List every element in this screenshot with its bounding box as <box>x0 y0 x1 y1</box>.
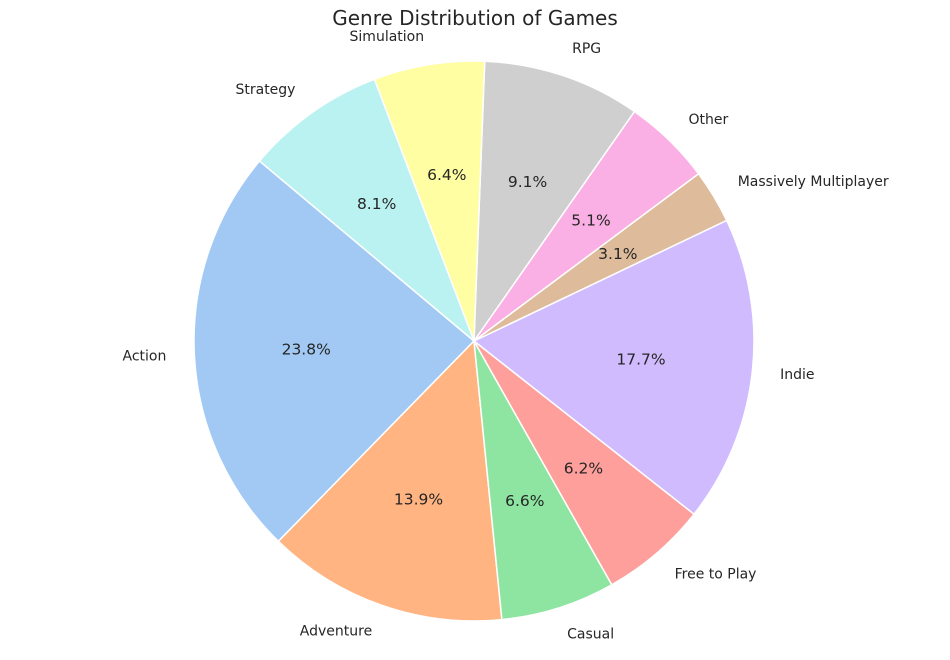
slice-label-free-to-play: Free to Play <box>675 567 757 583</box>
pct-label-simulation: 6.4% <box>427 166 466 184</box>
slice-strategy <box>258 78 475 342</box>
pct-label-rpg: 9.1% <box>508 173 547 191</box>
slice-action <box>193 160 475 543</box>
pie-slices <box>193 60 755 622</box>
pct-label-casual: 6.6% <box>505 492 544 510</box>
slice-label-rpg: RPG <box>572 41 601 57</box>
pct-label-action: 23.8% <box>282 340 331 358</box>
percentage-labels: 23.8% 13.9% 6.6% 6.2% 17.7% 3.1% 5.1% 9.1% 6.4% 8… <box>282 166 666 510</box>
slice-label-action: Action <box>123 348 167 364</box>
chart-title: Genre Distribution of Games <box>332 6 618 30</box>
slice-label-casual: Casual <box>567 627 614 643</box>
pct-label-strategy: 8.1% <box>357 195 396 213</box>
slice-label-adventure: Adventure <box>300 624 372 640</box>
slice-adventure <box>277 340 503 622</box>
slice-indie <box>473 219 755 515</box>
slice-simulation <box>373 60 486 342</box>
pct-label-indie: 17.7% <box>616 351 665 369</box>
slice-rpg <box>473 60 636 342</box>
pct-label-massively-multiplayer: 3.1% <box>598 245 637 263</box>
slice-casual <box>473 340 613 621</box>
pct-label-free-to-play: 6.2% <box>564 459 603 477</box>
slice-label-simulation: Simulation <box>350 29 425 45</box>
slice-label-indie: Indie <box>780 367 814 383</box>
pct-label-adventure: 13.9% <box>394 491 443 509</box>
slice-label-other: Other <box>688 112 728 128</box>
slice-label-strategy: Strategy <box>235 82 295 98</box>
slice-label-massively-multiplayer: Massively Multiplayer <box>738 174 889 190</box>
pct-label-other: 5.1% <box>571 211 610 229</box>
slice-labels: Action Adventure Casual Free to Play Indie Ma… <box>123 29 889 643</box>
